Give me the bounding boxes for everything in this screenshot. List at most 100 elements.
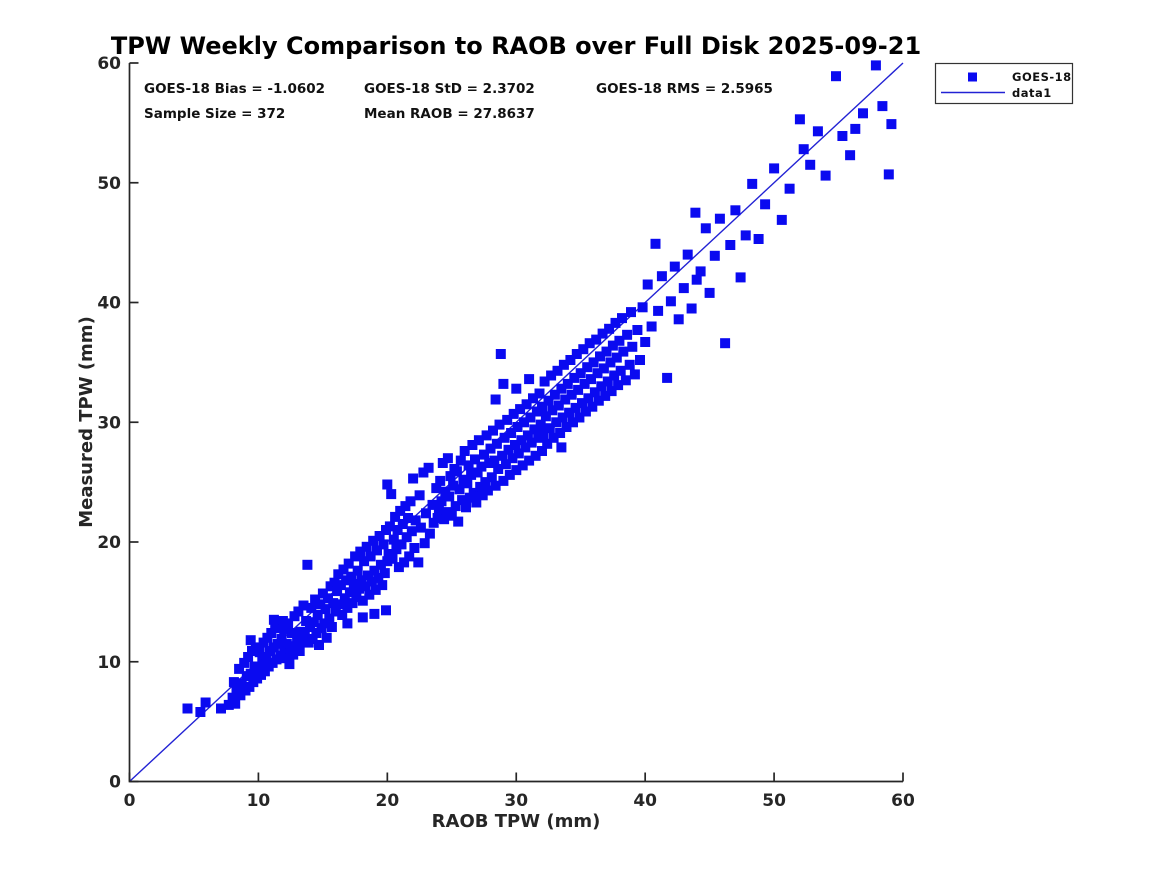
scatter-point	[503, 444, 514, 455]
scatter-point	[245, 668, 256, 679]
scatter-point	[598, 363, 609, 374]
scatter-point	[511, 465, 522, 476]
scatter-point	[714, 213, 725, 224]
scatter-point	[343, 558, 354, 569]
scatter-point	[310, 594, 321, 605]
scatter-point	[562, 378, 573, 389]
scatter-point	[704, 287, 715, 298]
x-axis-label: RAOB TPW (mm)	[432, 811, 601, 832]
scatter-point	[369, 608, 380, 619]
scatter-point	[466, 469, 477, 480]
scatter-point	[583, 393, 594, 404]
scatter-point	[678, 283, 689, 294]
scatter-point	[812, 126, 823, 137]
scatter-point	[332, 586, 343, 597]
scatter-point	[294, 646, 305, 656]
scatter-point	[480, 477, 491, 488]
scatter-point	[471, 497, 482, 508]
x-tick-label: 50	[762, 791, 786, 811]
scatter-point	[592, 368, 603, 379]
scatter-point	[566, 389, 577, 400]
scatter-point	[573, 384, 584, 395]
scatter-point	[845, 150, 856, 161]
scatter-point	[467, 440, 478, 450]
scatter-point	[280, 653, 291, 664]
scatter-point	[546, 370, 557, 381]
scatter-point	[284, 659, 295, 670]
scatter-point	[568, 417, 578, 428]
scatter-point	[493, 464, 504, 474]
scatter-point	[886, 119, 897, 130]
scatter-point	[328, 598, 339, 609]
scatter-point	[653, 305, 664, 316]
scatter-points	[182, 60, 897, 717]
scatter-point	[355, 546, 366, 557]
scatter-point	[453, 516, 464, 527]
scatter-point	[618, 346, 629, 357]
scatter-point	[299, 630, 310, 641]
scatter-point	[338, 564, 349, 575]
scatter-point	[635, 355, 645, 365]
scatter-point	[414, 490, 425, 501]
scatter-point	[437, 458, 448, 468]
scatter-point	[614, 335, 625, 346]
scatter-point	[334, 599, 345, 610]
scatter-point	[285, 643, 296, 654]
scatter-point	[805, 159, 816, 170]
scatter-point	[378, 539, 389, 550]
scatter-point	[363, 570, 373, 581]
scatter-point	[374, 531, 385, 541]
scatter-point	[502, 414, 513, 425]
scatter-point	[637, 302, 648, 313]
scatter-point	[245, 635, 256, 646]
scatter-point	[454, 484, 465, 495]
scatter-point	[321, 632, 332, 643]
scatter-point	[622, 329, 633, 340]
scatter-point	[662, 372, 673, 383]
scatter-point	[794, 114, 805, 125]
scatter-point	[346, 571, 357, 582]
scatter-point	[477, 490, 488, 501]
scatter-point	[442, 453, 453, 464]
scatter-point	[538, 429, 549, 440]
scatter-point	[351, 592, 362, 603]
scatter-point	[508, 408, 519, 419]
scatter-point	[382, 479, 393, 490]
scatter-point	[384, 521, 395, 532]
scatter-point	[725, 240, 736, 250]
scatter-point	[234, 663, 245, 674]
scatter-point	[551, 417, 562, 428]
scatter-point	[373, 572, 384, 583]
scatter-point	[596, 381, 607, 392]
scatter-point	[569, 372, 580, 383]
scatter-point	[858, 108, 868, 119]
scatter-point	[468, 487, 479, 498]
scatter-point	[405, 496, 416, 507]
scatter-point	[586, 374, 596, 385]
scatter-point	[298, 600, 309, 611]
scatter-point	[293, 606, 304, 617]
scatter-point	[366, 576, 377, 587]
scatter-point	[602, 376, 613, 387]
scatter-point	[323, 593, 333, 604]
scatter-point	[243, 652, 254, 662]
scatter-point	[413, 557, 424, 568]
scatter-point	[239, 657, 250, 668]
scatter-point	[377, 580, 388, 591]
scatter-point	[640, 337, 651, 347]
scatter-point	[629, 369, 640, 380]
scatter-point	[531, 406, 542, 417]
scatter-point	[673, 314, 684, 325]
legend-box	[934, 62, 1074, 105]
scatter-point	[489, 455, 500, 466]
scatter-point	[552, 365, 563, 376]
scatter-point	[361, 541, 372, 552]
scatter-point	[283, 618, 294, 629]
scatter-point	[521, 399, 532, 410]
scatter-point	[558, 359, 569, 370]
scatter-point	[401, 532, 412, 543]
scatter-point	[883, 169, 894, 180]
x-tick-label: 10	[247, 791, 271, 811]
scatter-point	[475, 481, 486, 492]
scatter-point	[760, 199, 771, 210]
